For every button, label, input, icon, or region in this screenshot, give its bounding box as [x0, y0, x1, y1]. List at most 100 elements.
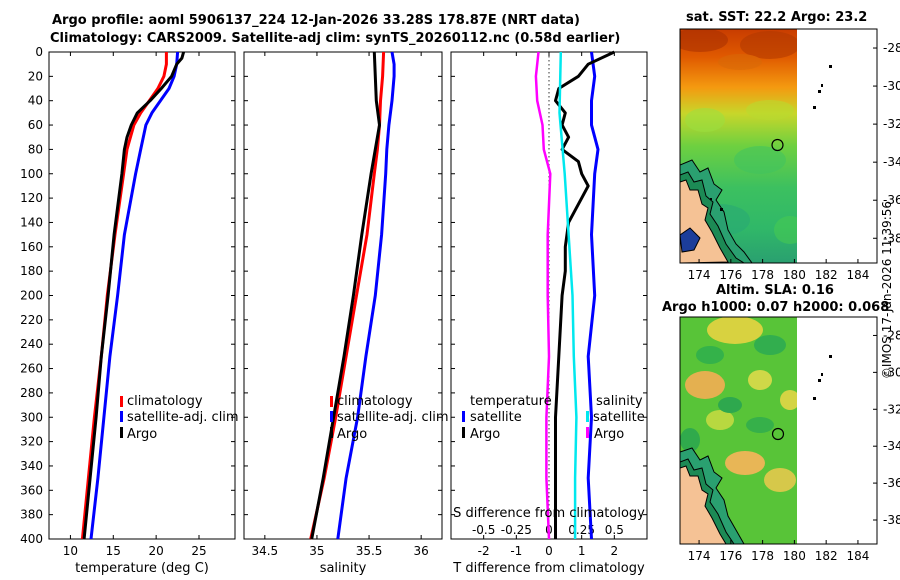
y-tick-label: 20 [28, 69, 43, 83]
legend-argo: Argo [337, 427, 367, 442]
lat-tick-label: -30 [883, 79, 900, 93]
y-tick-label: 340 [20, 459, 43, 473]
lat-tick-label: -38 [883, 513, 900, 527]
sla-map-axes [679, 316, 878, 545]
legend-satellite-adj-clim: satellite-adj. clim [337, 410, 449, 425]
difference-legend: temperature satellite Argo salinity sate… [462, 394, 645, 442]
x-tick-label: 20 [149, 544, 164, 558]
lon-tick-label: 176 [719, 549, 742, 563]
lat-tick-label: -36 [883, 193, 900, 207]
y-tick-label: 120 [20, 191, 43, 205]
sst-map-title: sat. SST: 22.2 Argo: 23.2 [686, 10, 868, 25]
series-temperature-satellite [586, 51, 600, 540]
salinity-xlabel: salinity [320, 561, 367, 576]
y-tick-label: 240 [20, 337, 43, 351]
lon-tick-label: 184 [846, 549, 869, 563]
argo-position-marker [771, 427, 785, 441]
y-tick-label: 80 [28, 142, 43, 156]
x-tick-label: 34.5 [251, 544, 278, 558]
legend-swatch-climatology [330, 396, 333, 407]
imos-timestamp: ©IMOS 17-Jan-2026 11:39:56 [880, 200, 894, 380]
y-tick-label: 300 [20, 410, 43, 424]
legend-sal-satellite: satellite [593, 410, 645, 425]
lat-tick-label: -28 [883, 41, 900, 55]
legend-swatch-satellite [330, 411, 333, 422]
salinity-legend: climatology satellite-adj. clim Argo [330, 394, 449, 442]
legend-swatch-satellite [120, 411, 123, 422]
legend-salinity: salinity [596, 394, 643, 409]
argo-position-marker [771, 138, 784, 152]
x-tick-label: 15 [106, 544, 121, 558]
lat-tick-label: -32 [883, 117, 900, 131]
sla-map-argo-heights: Argo h1000: 0.07 h2000: 0.068 [662, 300, 890, 315]
temperature-axes [48, 51, 236, 540]
series-satellite-adj-clim [89, 51, 180, 540]
top-x-tick-label: -0.25 [501, 523, 532, 537]
temperature-legend: climatology satellite-adj. clim Argo [120, 394, 239, 442]
series-salinity-argo [534, 51, 552, 540]
lon-tick-label: 176 [719, 268, 742, 282]
sst-map-ticks: 174 176 178 180 182 184 -28 -30 -32 -34 -36 -38 [688, 41, 900, 282]
lat-tick-label: -28 [883, 328, 900, 342]
top-x-tick-label: 0.5 [605, 523, 624, 537]
temperature-xlabel: temperature (deg C) [75, 561, 209, 576]
lon-tick-label: 180 [783, 549, 806, 563]
lat-tick-label: -36 [883, 476, 900, 490]
y-tick-label: 0 [35, 45, 43, 59]
lat-tick-label: -32 [883, 402, 900, 416]
legend-swatch-argo [330, 427, 333, 438]
x-tick-label: 2 [611, 544, 619, 558]
series-climatology [309, 51, 386, 540]
depth-axis: 0 20 40 60 80 100 120 140 160 180 200 220 240 260 280 3… [20, 45, 235, 546]
sla-map: 174 176 178 180 182 184 -28 -30 -32 -34 -36 -38 [679, 316, 900, 563]
legend-swatch-sal-argo [586, 427, 589, 438]
x-tick-label: -2 [478, 544, 490, 558]
lat-tick-label: -34 [883, 439, 900, 453]
y-tick-label: 180 [20, 264, 43, 278]
y-tick-label: 400 [20, 532, 43, 546]
legend-temp-satellite: satellite [470, 410, 522, 425]
legend-climatology: climatology [127, 394, 203, 409]
x-tick-label: 0 [545, 544, 553, 558]
x-tick-label: 1 [578, 544, 586, 558]
sla-map-ticks: 174 176 178 180 182 184 -28 -30 -32 -34 -36 -38 [688, 328, 900, 563]
harbour [680, 227, 701, 253]
legend-swatch-climatology [120, 396, 123, 407]
series-satellite-adj-clim [336, 51, 396, 540]
legend-swatch-temp-satellite [462, 411, 465, 422]
y-tick-label: 320 [20, 435, 43, 449]
salinity-depth-ticks [244, 51, 442, 540]
x-tick-label: 10 [63, 544, 78, 558]
y-tick-label: 200 [20, 289, 43, 303]
lat-tick-label: -34 [883, 155, 900, 169]
legend-sal-argo: Argo [594, 427, 624, 442]
legend-argo: Argo [127, 427, 157, 442]
kermadec-islands [813, 65, 832, 109]
lon-tick-label: 178 [751, 268, 774, 282]
x-tick-label: 35.5 [356, 544, 383, 558]
temperature-series [80, 51, 186, 540]
x-tick-label: 25 [191, 544, 206, 558]
x-tick-label: -1 [510, 544, 522, 558]
y-tick-label: 260 [20, 362, 43, 376]
y-tick-label: 220 [20, 313, 43, 327]
lon-tick-label: 180 [783, 268, 806, 282]
series-argo [82, 51, 186, 540]
x-tick-label: 36 [414, 544, 429, 558]
salinity-axes [243, 51, 443, 540]
lat-tick-label: -30 [883, 365, 900, 379]
t-difference-label: T difference from climatology [452, 561, 645, 576]
chart-title-line1: Argo profile: aoml 5906137_224 12-Jan-20… [52, 13, 580, 28]
y-tick-label: 380 [20, 508, 43, 522]
lon-tick-label: 174 [688, 268, 711, 282]
kermadec-islands [813, 355, 832, 400]
series-salinity-satellite [558, 51, 578, 539]
y-tick-label: 160 [20, 240, 43, 254]
y-tick-label: 140 [20, 215, 43, 229]
temperature-panel: 0 20 40 60 80 100 120 140 160 180 200 220 240 260 280 3… [20, 45, 239, 576]
sla-map-title: Altim. SLA: 0.16 [716, 283, 834, 298]
salinity-panel: 34.5 35 35.5 36 climatology satellite-adj. … [243, 51, 449, 576]
series-temperature-argo [554, 50, 615, 539]
lon-tick-label: 178 [751, 549, 774, 563]
